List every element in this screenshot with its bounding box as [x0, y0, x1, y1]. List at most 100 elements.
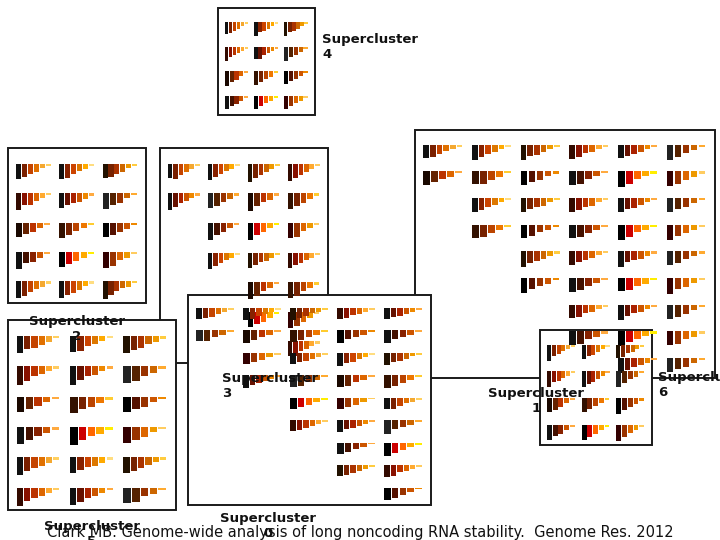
Bar — [254, 71, 258, 85]
Bar — [102, 193, 109, 208]
Bar — [290, 330, 297, 342]
Bar — [79, 427, 86, 440]
Bar — [596, 372, 600, 379]
Bar — [634, 278, 641, 286]
Bar — [368, 398, 374, 400]
Bar — [109, 222, 116, 235]
Bar — [415, 443, 422, 444]
Bar — [290, 398, 297, 409]
Bar — [289, 71, 293, 82]
Bar — [591, 345, 595, 355]
Bar — [25, 427, 33, 440]
Bar — [145, 336, 151, 343]
Bar — [345, 398, 351, 407]
Bar — [625, 198, 630, 209]
Bar — [576, 198, 582, 211]
Bar — [235, 71, 238, 80]
Bar — [571, 372, 575, 374]
Bar — [599, 425, 603, 430]
Bar — [301, 312, 306, 321]
Bar — [244, 71, 248, 73]
Bar — [66, 222, 73, 235]
Bar — [521, 171, 528, 185]
Bar — [65, 164, 70, 178]
Bar — [70, 397, 78, 413]
Bar — [289, 96, 293, 106]
Bar — [117, 222, 123, 232]
Bar — [114, 281, 120, 292]
Bar — [683, 198, 690, 207]
Bar — [102, 164, 107, 178]
Bar — [544, 171, 552, 176]
Bar — [99, 367, 106, 372]
Bar — [248, 164, 252, 181]
Bar — [618, 278, 625, 291]
Bar — [408, 488, 414, 492]
Bar — [301, 282, 306, 291]
Bar — [369, 465, 375, 467]
Bar — [298, 375, 305, 386]
Bar — [293, 164, 297, 178]
Bar — [254, 223, 260, 235]
Bar — [631, 345, 635, 352]
Bar — [650, 332, 657, 334]
Bar — [314, 312, 320, 314]
Bar — [596, 145, 602, 149]
Text: Supercluster
6: Supercluster 6 — [658, 371, 720, 399]
Bar — [264, 164, 269, 172]
Bar — [245, 22, 248, 24]
Bar — [123, 367, 131, 383]
Bar — [153, 457, 159, 462]
Bar — [214, 193, 220, 206]
Bar — [534, 145, 540, 155]
Bar — [228, 193, 233, 199]
Bar — [30, 252, 36, 261]
Bar — [634, 332, 641, 339]
Bar — [79, 397, 86, 409]
Bar — [131, 193, 137, 195]
Bar — [616, 345, 621, 358]
Bar — [123, 397, 131, 412]
Bar — [102, 252, 109, 267]
Bar — [294, 96, 298, 104]
Bar — [46, 336, 52, 342]
Bar — [690, 305, 698, 309]
Bar — [294, 223, 300, 237]
Bar — [214, 223, 220, 235]
Bar — [303, 353, 309, 361]
Bar — [153, 336, 159, 342]
Bar — [123, 457, 130, 473]
Bar — [492, 145, 498, 152]
Bar — [596, 345, 600, 352]
Bar — [552, 345, 556, 355]
Bar — [547, 198, 553, 202]
Text: Supercluster
1: Supercluster 1 — [488, 387, 584, 415]
Bar — [306, 330, 312, 338]
Bar — [289, 46, 293, 57]
Bar — [85, 336, 91, 346]
Bar — [271, 22, 274, 26]
Bar — [65, 281, 70, 295]
Bar — [644, 358, 650, 363]
Bar — [536, 278, 544, 286]
Bar — [626, 278, 633, 290]
Bar — [229, 22, 232, 32]
Bar — [521, 251, 526, 267]
Bar — [117, 193, 123, 203]
Bar — [256, 308, 261, 316]
Bar — [261, 223, 266, 232]
Bar — [220, 330, 226, 335]
Bar — [321, 398, 328, 400]
Bar — [618, 198, 624, 212]
Bar — [160, 336, 166, 339]
Bar — [275, 308, 281, 310]
Bar — [141, 397, 148, 407]
Bar — [23, 222, 29, 234]
Bar — [263, 22, 266, 31]
Bar — [287, 282, 293, 298]
Bar — [267, 223, 273, 228]
Bar — [392, 488, 398, 498]
Bar — [150, 367, 157, 373]
Bar — [274, 223, 279, 225]
Bar — [254, 96, 258, 109]
